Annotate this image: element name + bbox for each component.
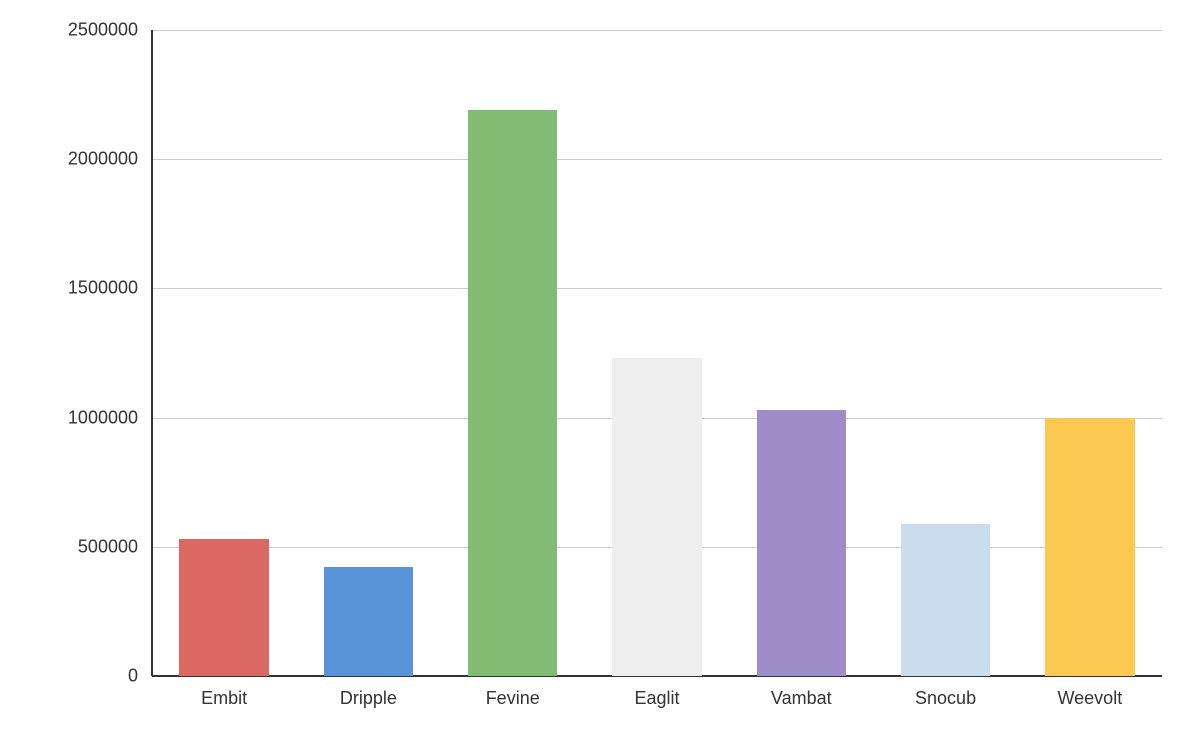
x-tick-label: Embit bbox=[201, 676, 247, 709]
y-tick-label: 2000000 bbox=[68, 149, 152, 170]
bar bbox=[324, 567, 413, 676]
x-tick-label: Weevolt bbox=[1057, 676, 1122, 709]
bar bbox=[757, 410, 846, 676]
plot-area: 05000001000000150000020000002500000 Embi… bbox=[152, 30, 1162, 676]
x-tick-label: Snocub bbox=[915, 676, 976, 709]
x-tick-label: Fevine bbox=[486, 676, 540, 709]
bar-chart: 0 500000 1000000 1500000 2000000 2500000 Embi… bbox=[0, 0, 1198, 740]
y-tick-label: 500000 bbox=[78, 536, 152, 557]
x-tick-label: Vambat bbox=[771, 676, 832, 709]
y-tick-label: 1000000 bbox=[68, 407, 152, 428]
bar bbox=[468, 110, 557, 676]
bar bbox=[901, 524, 990, 676]
bar bbox=[179, 539, 268, 676]
y-tick-label: 0 bbox=[128, 666, 152, 687]
bar bbox=[1045, 418, 1134, 676]
y-tick-label: 2500000 bbox=[68, 20, 152, 41]
x-tick-label: Dripple bbox=[340, 676, 397, 709]
bars-container bbox=[152, 30, 1162, 676]
x-tick-label: Eaglit bbox=[634, 676, 679, 709]
bar bbox=[612, 358, 701, 676]
y-tick-label: 1500000 bbox=[68, 278, 152, 299]
